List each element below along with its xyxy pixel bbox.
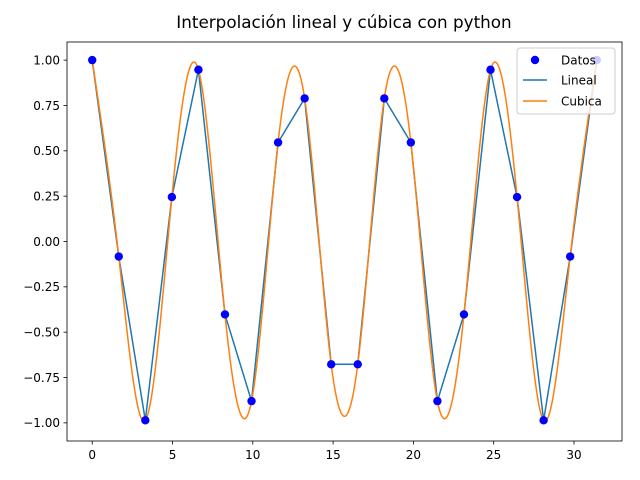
y-tick-label: −0.75 [23,371,60,385]
data-point [486,65,495,74]
x-tick-label: 0 [88,448,96,462]
legend-entry-cubica: Cubica [561,94,602,108]
series-line-lineal [91,60,598,422]
x-tick-label: 30 [566,448,581,462]
y-tick-label: 0.00 [33,235,60,249]
legend-entry-datos: Datos [561,53,596,67]
data-point [141,416,150,425]
x-tick-label: 10 [245,448,260,462]
series-line-cubica [91,60,598,422]
data-point [459,310,469,319]
x-tick-label: 5 [169,448,177,462]
legend: Datos Lineal Cubica [516,47,616,115]
data-point [247,396,256,406]
data-point [353,360,362,369]
data-point [380,94,389,103]
data-point [539,416,548,425]
y-tick-label: 0.50 [33,144,60,158]
x-tick-label: 25 [486,448,501,462]
data-point [194,65,203,74]
y-tick-label: 1.00 [33,53,60,67]
data-point [326,360,336,369]
axes: 0 5 10 15 20 25 30 −1.00 −0.75 −0.50 −0.25 0.00 0.25… [23,41,623,462]
data-point [406,138,416,147]
x-tick-label: 15 [325,448,340,462]
data-point [565,252,575,261]
y-tick-label: 0.25 [33,189,60,203]
chart-title: Interpolación lineal y cúbica con python [176,12,511,32]
legend-box [516,47,616,115]
x-tick-label: 20 [406,448,421,462]
y-tick-label: −0.25 [23,280,60,294]
legend-entry-lineal: Lineal [561,73,597,87]
data-point [512,192,522,202]
data-point [300,94,309,103]
data-point [114,252,123,261]
plot-inner [91,60,598,422]
data-point [88,55,97,65]
data-point [273,138,283,147]
legend-marker [530,55,540,65]
data-point [220,310,230,319]
data-point [433,396,442,406]
y-tick-label: −0.50 [23,325,60,339]
y-tick-label: 0.75 [33,99,60,113]
y-tick-label: −1.00 [23,416,60,430]
data-point [167,192,177,202]
